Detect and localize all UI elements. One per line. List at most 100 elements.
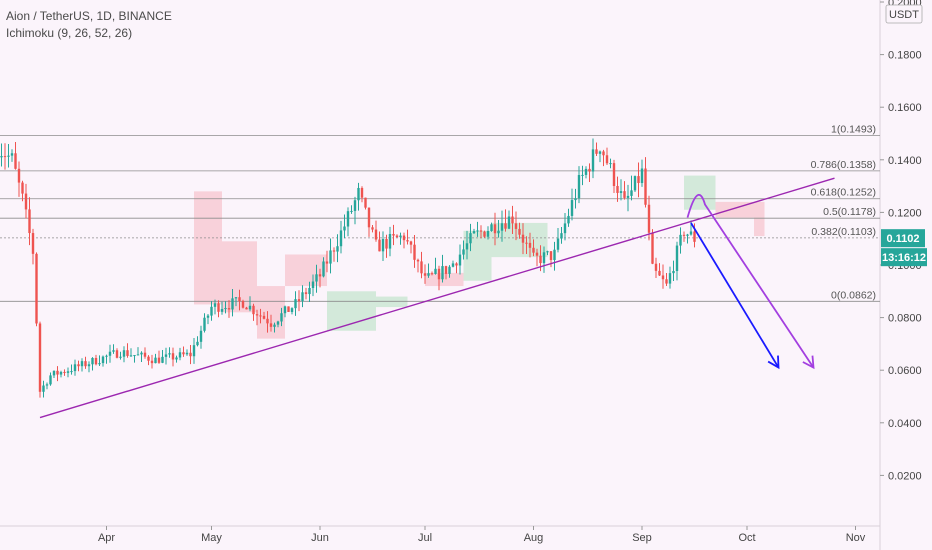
candle	[598, 150, 602, 163]
candle-body	[521, 234, 525, 243]
candle-body	[98, 363, 101, 365]
candle	[661, 264, 665, 289]
candle	[178, 347, 182, 361]
candle	[329, 238, 332, 274]
x-tick-label-6: Oct	[738, 532, 755, 544]
candle	[413, 234, 416, 268]
candle-body	[318, 274, 322, 277]
y-tick-label-9: 0.0200	[888, 470, 922, 482]
candle-body	[668, 273, 672, 284]
candle	[483, 230, 486, 238]
candle-body	[42, 385, 45, 392]
candle-body	[63, 371, 66, 373]
candle-body	[402, 235, 406, 241]
candle	[28, 197, 31, 246]
cloud-green-0	[327, 291, 376, 331]
candle-body	[623, 191, 626, 198]
candle-body	[143, 352, 147, 357]
candle	[458, 244, 462, 275]
candle	[315, 264, 318, 293]
candle	[105, 354, 108, 364]
candle	[154, 353, 157, 364]
candle-body	[343, 226, 346, 231]
candle	[392, 224, 395, 246]
candle-body	[241, 301, 245, 308]
candle-body	[276, 321, 280, 325]
candle-body	[10, 153, 14, 156]
candle	[63, 369, 66, 376]
candle-body	[322, 261, 325, 277]
candle-body	[504, 223, 507, 229]
candle-body	[350, 210, 353, 212]
candle-body	[413, 244, 416, 260]
candle	[227, 300, 231, 318]
candle	[276, 320, 280, 328]
candle-body	[80, 361, 84, 367]
candle-body	[336, 246, 339, 252]
candle	[231, 289, 234, 317]
candle-body	[17, 168, 21, 183]
candle-body	[409, 241, 413, 245]
candle	[262, 311, 266, 320]
candle	[332, 247, 336, 262]
candle-body	[528, 242, 532, 248]
trendline-group	[39, 177, 835, 419]
candle	[430, 271, 434, 276]
candle-body	[511, 216, 514, 224]
candle-body	[437, 268, 441, 280]
candle-body	[304, 292, 308, 295]
candle	[21, 180, 24, 202]
candle-body	[339, 230, 343, 247]
candle-body	[364, 197, 367, 208]
candle	[238, 289, 241, 311]
candle	[42, 380, 45, 398]
candle	[423, 264, 427, 284]
candle	[588, 163, 591, 183]
candle-body	[602, 151, 605, 156]
candle-body	[171, 353, 175, 360]
candle	[336, 234, 339, 263]
candle-body	[584, 168, 588, 175]
candle	[465, 230, 469, 260]
candle-body	[598, 151, 602, 154]
candle	[546, 250, 549, 256]
y-tick-label-8: 0.0400	[888, 418, 922, 430]
candle	[7, 144, 10, 168]
candle	[38, 321, 42, 398]
candle	[616, 176, 619, 202]
candle	[637, 162, 640, 198]
candle	[504, 209, 507, 232]
candle-body	[581, 174, 584, 176]
candle	[259, 308, 262, 324]
candle-body	[203, 317, 206, 331]
candle-body	[388, 234, 392, 249]
candle-body	[196, 341, 199, 346]
candle-body	[546, 251, 549, 253]
candle-body	[287, 306, 290, 312]
candle-body	[574, 198, 577, 201]
candle-body	[14, 153, 17, 169]
candle-body	[563, 223, 567, 234]
candle-body	[542, 252, 546, 264]
candle-body	[395, 235, 399, 238]
candle	[514, 211, 518, 241]
candle	[521, 223, 525, 255]
cloud-red-6	[754, 201, 765, 237]
candle	[280, 307, 283, 327]
price-tags: 0.1102 13:16:12	[881, 229, 927, 267]
candle	[385, 234, 388, 258]
candle-body	[675, 245, 679, 272]
candle-body	[252, 305, 255, 315]
candle-body	[441, 266, 444, 280]
candle	[311, 274, 315, 297]
candle	[486, 226, 490, 240]
candle-body	[672, 271, 675, 274]
candle-body	[24, 193, 28, 210]
candle	[94, 354, 98, 366]
candle-body	[605, 155, 609, 164]
candle-body	[266, 318, 269, 324]
candle-body	[168, 353, 171, 355]
candle-body	[619, 191, 623, 193]
candle-body	[420, 261, 423, 274]
